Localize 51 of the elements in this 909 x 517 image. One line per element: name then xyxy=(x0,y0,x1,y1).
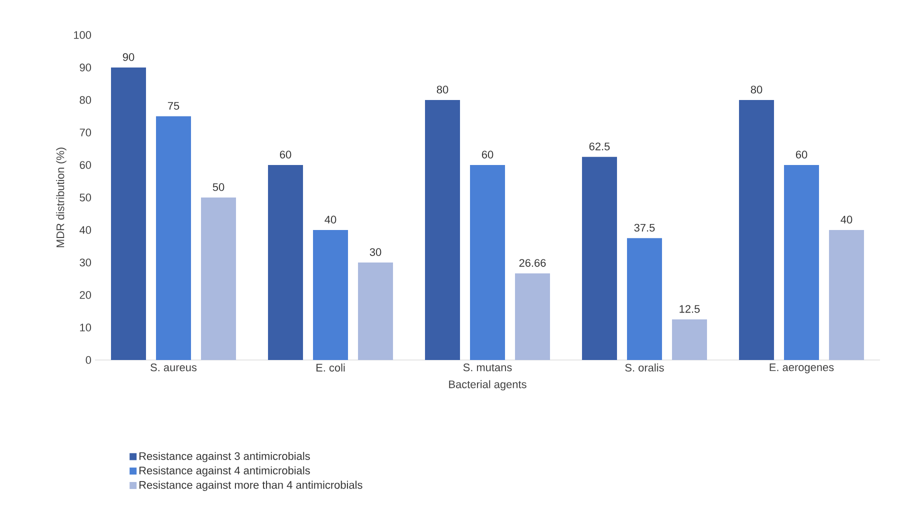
bar xyxy=(739,100,774,360)
y-tick-label: 100 xyxy=(74,31,92,39)
legend-label: Resistance against more than 4 antimicrobials xyxy=(139,480,362,491)
y-tick-label: 10 xyxy=(80,324,92,332)
y-tick-label: 80 xyxy=(80,96,92,104)
data-label: 60 xyxy=(796,150,808,158)
y-tick-label: 20 xyxy=(80,291,92,299)
bar xyxy=(156,116,191,360)
data-label: 60 xyxy=(482,150,494,158)
data-label: 30 xyxy=(370,248,382,256)
data-label: 60 xyxy=(280,150,292,158)
data-label: 90 xyxy=(122,53,134,61)
x-tick-label: E. coli xyxy=(316,364,345,372)
data-label: 80 xyxy=(436,86,448,94)
x-axis-title: Bacterial agents xyxy=(449,380,526,390)
data-label: 37.5 xyxy=(634,224,655,232)
y-tick-label: 0 xyxy=(86,356,92,364)
y-tick-label: 70 xyxy=(80,128,92,136)
y-tick-label: 30 xyxy=(80,258,92,266)
bar xyxy=(829,230,864,360)
legend-label: Resistance against 3 antimicrobials xyxy=(139,452,310,462)
y-tick-label: 60 xyxy=(80,161,92,169)
x-tick-label: E. aerogenes xyxy=(770,364,834,374)
x-tick-label: S. aureus xyxy=(150,364,197,372)
data-label: 62.5 xyxy=(589,142,610,150)
y-tick-label: 40 xyxy=(80,226,92,234)
y-tick-label: 50 xyxy=(80,194,92,202)
bar xyxy=(201,198,236,360)
bar xyxy=(582,156,618,360)
bar xyxy=(784,165,820,360)
data-label: 40 xyxy=(840,216,852,224)
data-label: 50 xyxy=(212,183,224,191)
data-label: 26.66 xyxy=(519,259,546,267)
data-label: 80 xyxy=(750,86,762,94)
bar xyxy=(470,165,506,360)
bar xyxy=(313,230,348,360)
bar xyxy=(672,319,708,360)
x-tick-label: S. mutans xyxy=(463,364,512,372)
legend-label: Resistance against 4 antimicrobials xyxy=(139,466,310,477)
data-label: 12.5 xyxy=(680,305,700,313)
data-label: 40 xyxy=(324,216,336,224)
data-label: 75 xyxy=(168,102,180,110)
bar xyxy=(425,100,460,360)
bar xyxy=(111,67,146,360)
bar xyxy=(268,165,304,360)
bar xyxy=(515,273,550,360)
y-axis-title: MDR distribution (%) xyxy=(56,148,66,248)
bar xyxy=(358,262,394,360)
bar xyxy=(627,238,662,360)
y-tick-label: 90 xyxy=(80,64,92,72)
x-tick-label: S. oralis xyxy=(625,364,664,372)
